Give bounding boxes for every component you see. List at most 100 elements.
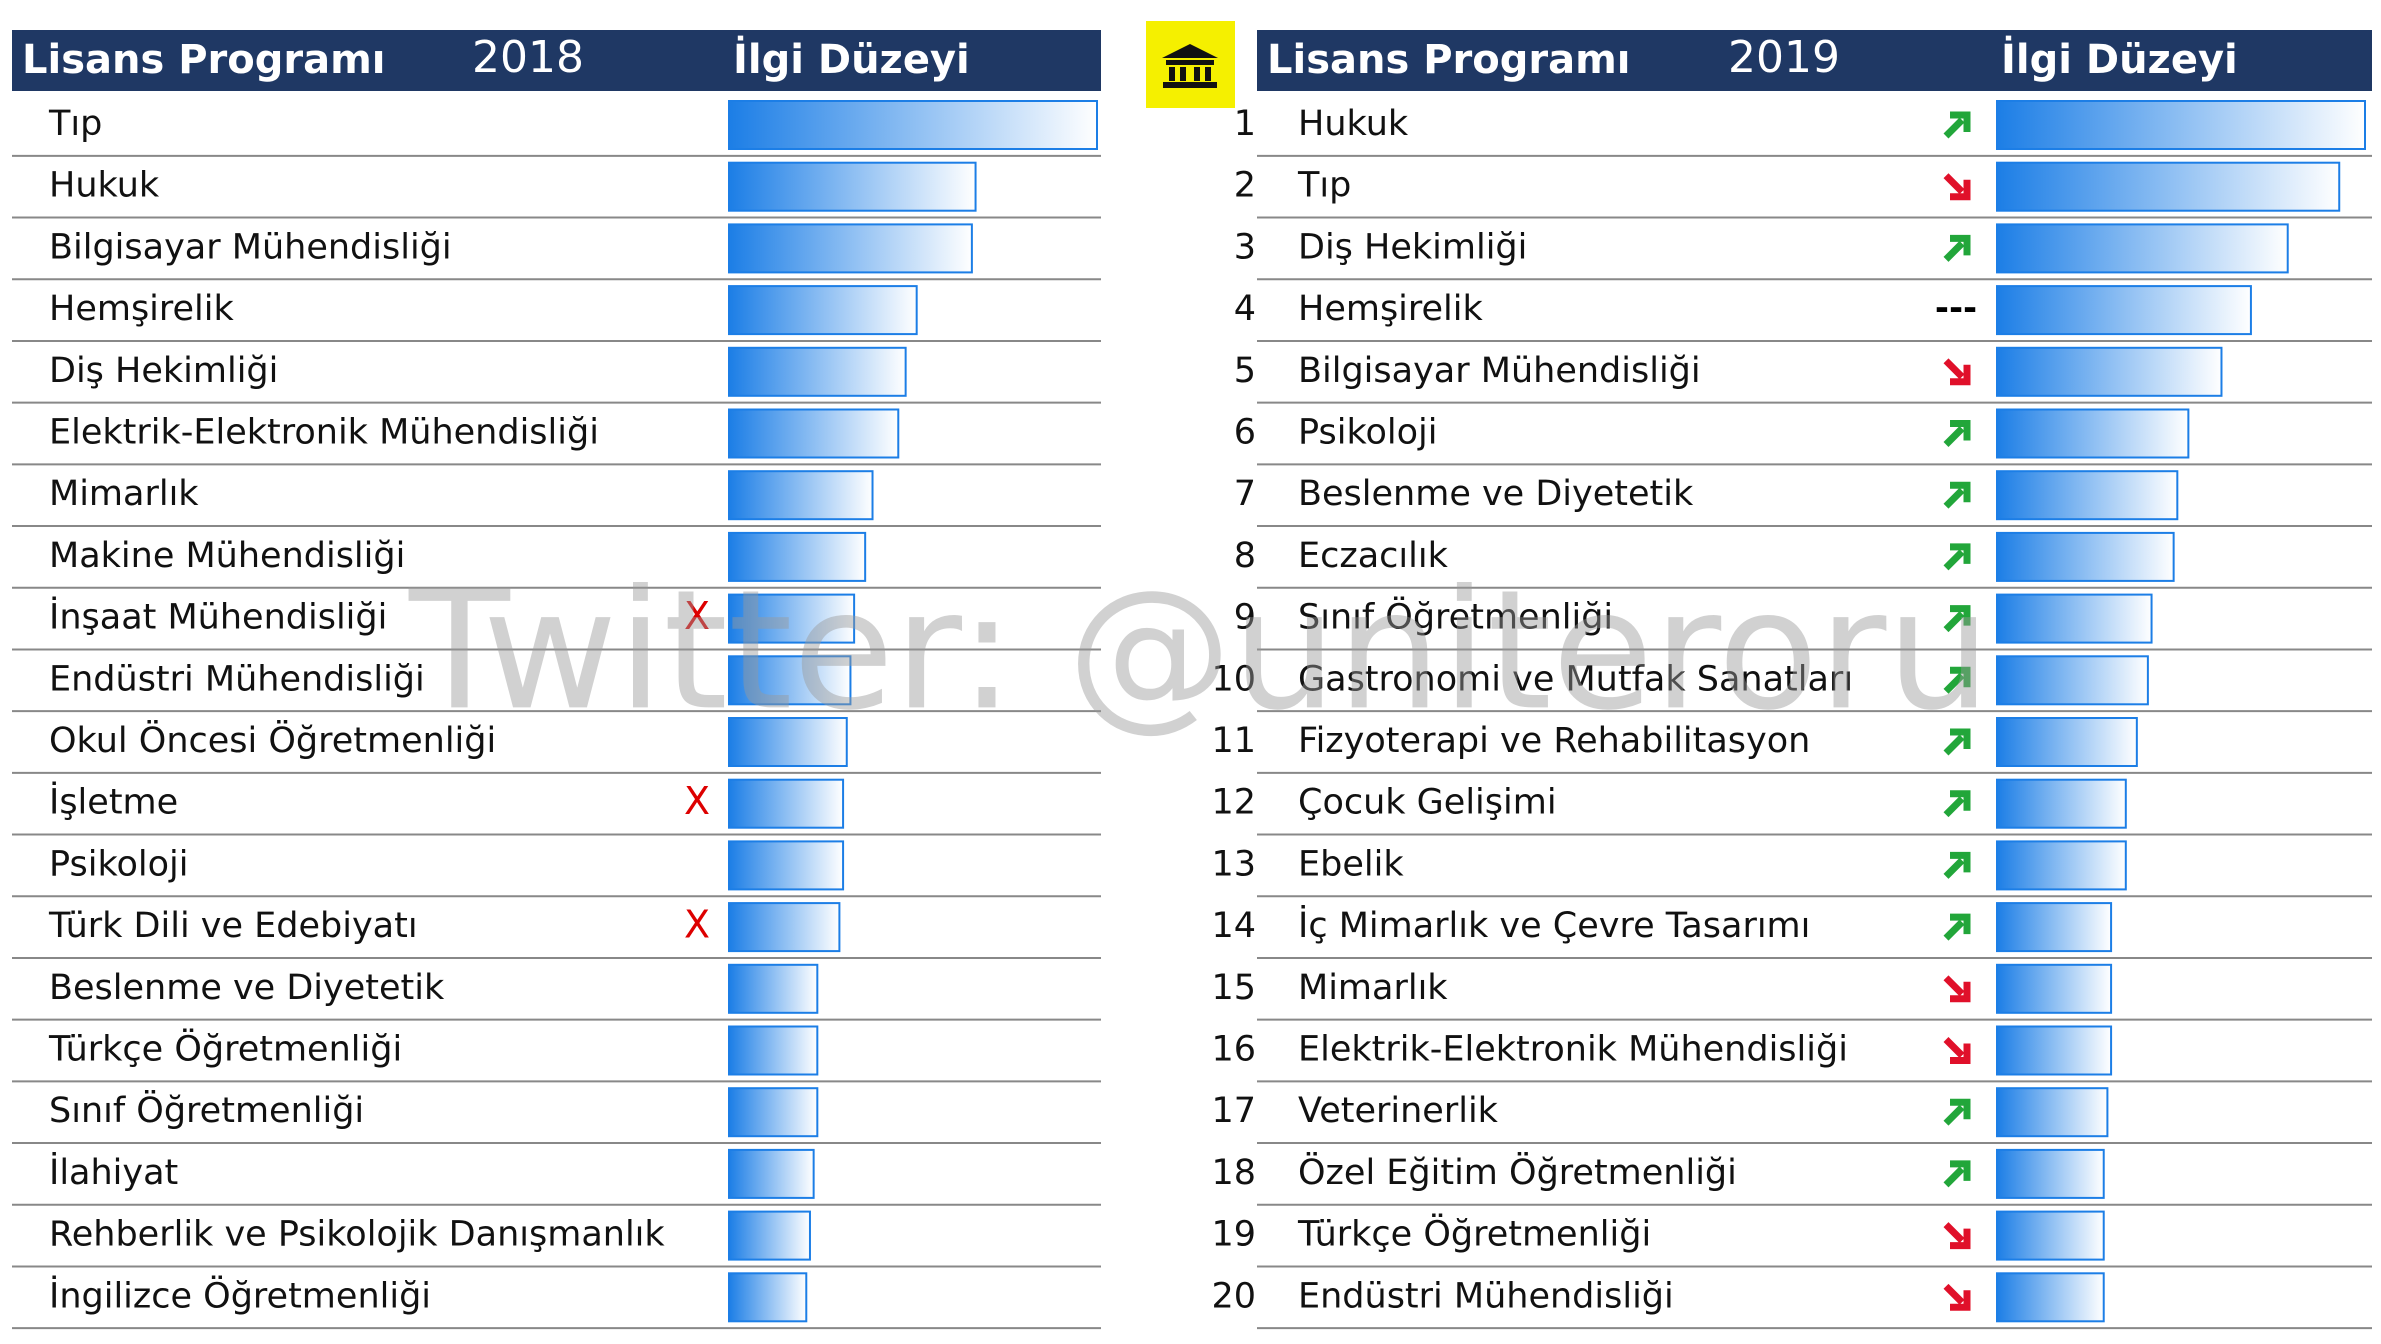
program-name: Sınıf Öğretmenliği	[49, 1089, 364, 1131]
interest-bar	[728, 717, 848, 767]
program-name: Psikoloji	[1298, 413, 1437, 453]
header-year: 2018	[472, 32, 584, 83]
interest-bar	[1996, 161, 2341, 212]
interest-bar	[1996, 408, 2190, 459]
program-name: İnşaat Mühendisliği	[49, 596, 387, 638]
trend-up	[1943, 666, 1971, 694]
program-name: Türkçe Öğretmenliği	[1297, 1213, 1651, 1255]
trend-up	[1943, 851, 1971, 879]
program-name: İç Mimarlık ve Çevre Tasarımı	[1298, 904, 1810, 946]
rank: 2	[1234, 166, 1256, 206]
program-name: Psikoloji	[49, 844, 188, 884]
trend-up	[1943, 1098, 1971, 1126]
interest-bar	[728, 100, 1098, 150]
program-name: Özel Eğitim Öğretmenliği	[1298, 1151, 1737, 1193]
rank: 7	[1234, 474, 1256, 514]
trend-up	[1943, 913, 1971, 941]
interest-bar	[728, 655, 852, 706]
program-name: Eczacılık	[1298, 536, 1449, 576]
program-name: Bilgisayar Mühendisliği	[1298, 351, 1701, 391]
trend-up	[1943, 728, 1971, 756]
rank: 20	[1211, 1276, 1256, 1316]
rank: 11	[1211, 721, 1256, 761]
interest-bar	[728, 531, 867, 582]
interest-bar	[728, 346, 907, 397]
interest-bar	[1996, 1210, 2105, 1261]
rank: 6	[1234, 413, 1256, 453]
school-icon	[1146, 21, 1235, 108]
trend-up	[1943, 790, 1971, 818]
trend-up	[1943, 234, 1971, 262]
program-name: Bilgisayar Mühendisliği	[49, 227, 452, 267]
trend-up	[1943, 605, 1971, 633]
interest-bar	[728, 1148, 815, 1199]
trend-down	[1943, 975, 1971, 1003]
interest-bar	[1996, 717, 2138, 767]
trend-down	[1943, 1222, 1971, 1250]
watermark: Twitter: @uniteroru	[408, 554, 1991, 746]
program-name: Endüstri Mühendisliği	[1298, 1276, 1674, 1316]
rank: 18	[1211, 1153, 1256, 1193]
table-header	[12, 30, 1101, 91]
rank: 12	[1211, 783, 1256, 823]
interest-bar	[728, 778, 845, 829]
interest-bar	[728, 1025, 819, 1076]
rank: 14	[1211, 906, 1256, 946]
rank: 15	[1211, 968, 1256, 1008]
program-name: Tıp	[1297, 166, 1351, 206]
trend-up	[1943, 543, 1971, 571]
interest-bar	[1996, 531, 2175, 582]
program-name: Fizyoterapi ve Rehabilitasyon	[1298, 721, 1810, 761]
interest-bar	[1996, 902, 2113, 953]
program-name: Rehberlik ve Psikolojik Danışmanlık	[49, 1215, 665, 1255]
interest-bar	[1996, 840, 2127, 891]
interest-bar	[1996, 285, 2252, 336]
rank: 16	[1211, 1030, 1256, 1070]
removed-flag: X	[684, 594, 710, 638]
interest-bar	[728, 963, 819, 1014]
interest-bar	[1996, 223, 2289, 274]
header-level: İlgi Düzeyi	[733, 35, 970, 83]
program-name: Hemşirelik	[49, 289, 235, 329]
removed-flag: X	[684, 779, 710, 823]
trend-up	[1943, 420, 1971, 447]
program-name: İlahiyat	[49, 1151, 178, 1193]
interest-bar	[1996, 1148, 2105, 1199]
table-header	[1257, 30, 2372, 91]
interest-bar	[728, 408, 900, 459]
interest-bar	[728, 161, 977, 212]
program-name: Diş Hekimliği	[49, 351, 278, 391]
program-name: İngilizce Öğretmenliği	[49, 1274, 431, 1316]
program-name: Gastronomi ve Mutfak Sanatları	[1298, 659, 1853, 699]
interest-bar	[1996, 470, 2179, 521]
trend-up	[1943, 1160, 1971, 1188]
interest-bar	[1996, 1272, 2105, 1323]
program-name: Elektrik-Elektronik Mühendisliği	[49, 413, 599, 453]
interest-bar	[728, 285, 918, 336]
program-name: Ebelik	[1298, 844, 1404, 884]
program-name: Hukuk	[49, 166, 160, 206]
program-name: Elektrik-Elektronik Mühendisliği	[1298, 1030, 1848, 1070]
rank: 19	[1211, 1215, 1256, 1255]
program-name: Çocuk Gelişimi	[1298, 783, 1557, 823]
interest-bar	[728, 1210, 811, 1261]
interest-bar	[1996, 655, 2149, 706]
header-level: İlgi Düzeyi	[2001, 35, 2238, 83]
program-name: Türkçe Öğretmenliği	[48, 1028, 402, 1070]
program-name: Mimarlık	[49, 474, 199, 514]
interest-bar	[1996, 1087, 2109, 1138]
program-name: Diş Hekimliği	[1298, 227, 1527, 267]
rank: 9	[1234, 598, 1256, 638]
interest-bar	[1996, 963, 2113, 1014]
program-name: Hukuk	[1298, 104, 1409, 144]
interest-bar	[728, 902, 841, 953]
trend-same: ---	[1935, 289, 1977, 329]
rank: 5	[1234, 351, 1256, 391]
rank: 4	[1234, 289, 1256, 329]
program-name: Mimarlık	[1298, 968, 1448, 1008]
rank: 17	[1211, 1091, 1256, 1131]
interest-bar	[728, 1272, 808, 1323]
interest-bar	[1996, 1025, 2113, 1076]
